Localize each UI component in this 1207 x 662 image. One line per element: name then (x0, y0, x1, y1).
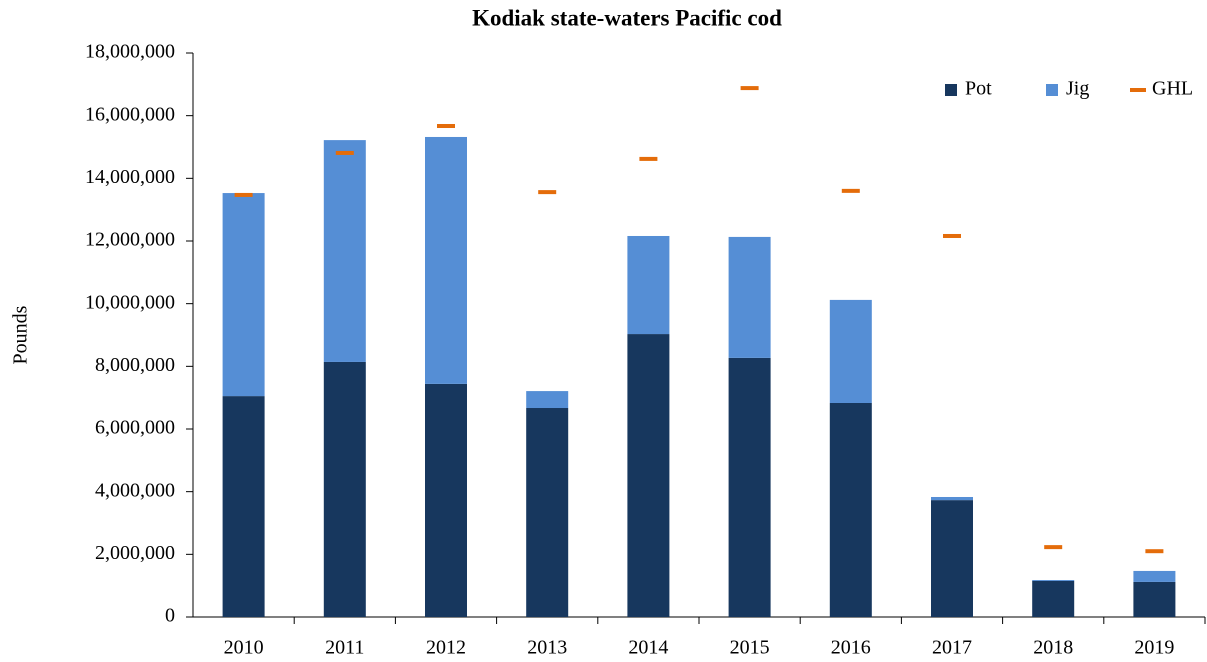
y-tick-label: 8,000,000 (95, 354, 175, 376)
bar-segment (526, 391, 569, 409)
chart-title: Kodiak state-waters Pacific cod (472, 5, 782, 30)
y-tick-label: 0 (165, 605, 175, 627)
ghl-marker (234, 192, 253, 197)
bar-segment (728, 236, 771, 358)
bar-segment (931, 496, 973, 501)
y-tick-label: 16,000,000 (85, 103, 175, 125)
bar-segment (829, 402, 872, 617)
ghl-marker (1044, 545, 1063, 550)
bar-segment (1032, 580, 1075, 617)
x-tick-label: 2017 (932, 637, 972, 659)
x-tick-label: 2010 (224, 637, 264, 659)
bar-segment (931, 500, 973, 617)
legend-swatch (1130, 88, 1146, 92)
bar-segment (728, 357, 771, 617)
bar-segment (526, 408, 569, 617)
ghl-marker (437, 124, 455, 129)
legend-label: Pot (965, 78, 992, 100)
y-tick-label: 2,000,000 (95, 542, 175, 564)
y-tick-label: 4,000,000 (95, 479, 175, 501)
bar-segment (222, 396, 265, 617)
ghl-marker (841, 188, 860, 193)
x-tick-label: 2018 (1033, 637, 1073, 659)
bar-segment (222, 193, 265, 397)
y-axis-label: Pounds (10, 305, 32, 364)
y-tick-label: 18,000,000 (85, 41, 175, 63)
legend-label: Jig (1066, 78, 1089, 100)
bar-segment (425, 383, 467, 617)
bar-segment (323, 361, 366, 617)
y-tick-label: 12,000,000 (85, 229, 175, 251)
x-tick-label: 2015 (730, 637, 770, 659)
ghl-marker (639, 156, 658, 161)
x-tick-label: 2013 (527, 637, 567, 659)
y-tick-label: 6,000,000 (95, 417, 175, 439)
ghl-marker (335, 150, 354, 155)
x-tick-label: 2012 (426, 637, 466, 659)
x-tick-label: 2011 (325, 637, 364, 659)
bar-segment (425, 136, 467, 384)
x-tick-label: 2016 (831, 637, 871, 659)
x-tick-label: 2014 (628, 637, 668, 659)
y-tick-label: 14,000,000 (85, 166, 175, 188)
y-tick-label: 10,000,000 (85, 291, 175, 313)
bar-segment (829, 299, 872, 403)
legend-swatch (1046, 84, 1058, 96)
bar-segment (1133, 570, 1176, 582)
ghl-marker (1145, 549, 1164, 554)
legend-swatch (945, 84, 957, 96)
bar-segment (323, 140, 366, 362)
bar-segment (1032, 580, 1075, 581)
ghl-marker (943, 233, 961, 238)
bar-segment (627, 235, 670, 335)
ghl-marker (740, 86, 759, 91)
x-tick-label: 2019 (1134, 637, 1174, 659)
bar-segment (1133, 581, 1176, 617)
bar-segment (627, 334, 670, 617)
legend-label: GHL (1152, 78, 1193, 100)
ghl-marker (538, 190, 557, 195)
